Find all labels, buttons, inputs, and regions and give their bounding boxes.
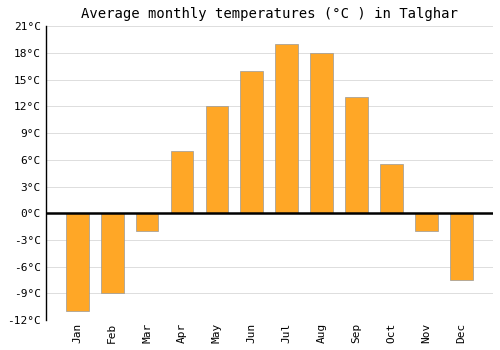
Bar [450, 213, 472, 280]
Bar [101, 213, 124, 293]
Title: Average monthly temperatures (°C ) in Talghar: Average monthly temperatures (°C ) in Ta… [81, 7, 458, 21]
Bar [170, 151, 194, 213]
Bar [136, 213, 158, 231]
Bar [66, 213, 88, 311]
Bar [310, 53, 333, 213]
Bar [276, 44, 298, 213]
Bar [415, 213, 438, 231]
Bar [240, 71, 263, 213]
Bar [380, 164, 403, 213]
Bar [206, 106, 229, 213]
Bar [346, 98, 368, 213]
